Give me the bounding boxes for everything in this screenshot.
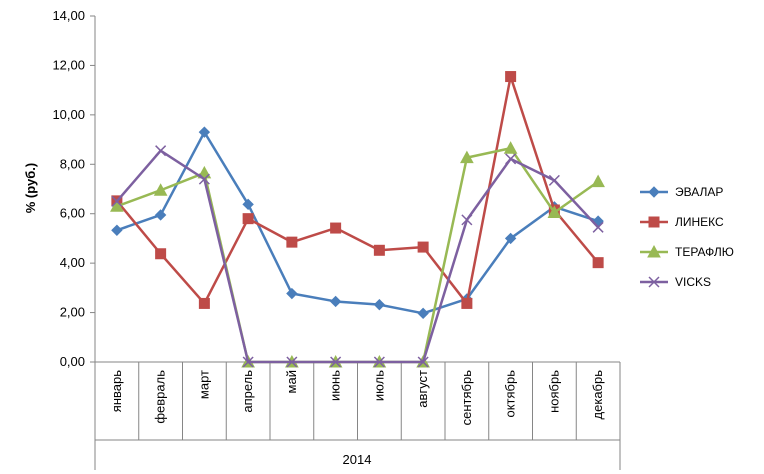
y-tick-label: 6,00 [60, 206, 85, 221]
y-tick-label: 10,00 [52, 107, 85, 122]
data-point [242, 356, 254, 368]
data-point [547, 205, 562, 218]
data-point [548, 174, 560, 186]
data-point [592, 257, 604, 269]
x-tick-label: июнь [328, 370, 343, 401]
x-tick-label: октябрь [503, 370, 518, 418]
data-point [242, 198, 254, 211]
year-group-label: 2014 [343, 452, 372, 467]
data-point [592, 221, 604, 233]
series-line [115, 75, 600, 305]
legend-label: VICKS [675, 275, 711, 289]
data-point [505, 71, 517, 83]
data-point [648, 276, 660, 288]
data-point [111, 195, 123, 207]
x-tick-label: февраль [153, 370, 168, 424]
data-point [647, 244, 661, 258]
y-axis-title: % (руб.) [23, 163, 38, 213]
y-tick-label: 8,00 [60, 156, 85, 171]
series-ЭВАЛАР [111, 126, 604, 320]
series-line [116, 130, 599, 315]
data-point [110, 199, 124, 212]
series-ТЕРАФЛЮ [110, 141, 605, 368]
data-point [330, 356, 342, 368]
data-point [504, 232, 517, 245]
data-point [503, 141, 518, 154]
data-point [648, 186, 660, 198]
legend-label: ТЕРАФЛЮ [675, 245, 734, 259]
data-point [154, 209, 167, 221]
data-point [198, 297, 210, 309]
x-tick-label: июль [371, 370, 386, 401]
data-point [373, 244, 385, 256]
series-ЛИНЕКС [111, 71, 604, 309]
data-point [111, 224, 123, 236]
x-axis: январь февраль март апрель май июнь июль август… [94, 361, 621, 470]
legend-item: VICKS [640, 275, 711, 289]
y-tick-label: 12,00 [52, 57, 85, 72]
data-point [373, 298, 386, 311]
x-tick-label: апрель [240, 370, 255, 413]
data-point [461, 297, 473, 309]
data-point [330, 222, 342, 234]
data-point [461, 214, 473, 226]
x-tick-label: март [196, 370, 211, 399]
data-point [417, 307, 429, 320]
data-point [155, 248, 167, 260]
x-tick-label: декабрь [590, 370, 605, 420]
legend: ЭВАЛАР ЛИНЕКС ТЕРАФЛЮ VICKS [640, 185, 734, 289]
series-line [116, 146, 599, 364]
y-tick-label: 2,00 [60, 305, 85, 320]
y-tick-label: 4,00 [60, 255, 85, 270]
data-point [242, 213, 254, 225]
y-axis: 0,00 2,00 4,00 6,00 8,00 10,00 12,00 14,00 [52, 8, 96, 470]
data-point [153, 183, 168, 196]
legend-item: ТЕРАФЛЮ [640, 244, 734, 259]
y-tick-label: 14,00 [52, 8, 85, 23]
x-tick-label: ноябрь [546, 370, 561, 413]
legend-item: ЭВАЛАР [640, 185, 723, 199]
data-point [286, 356, 298, 368]
x-tick-label: май [284, 370, 299, 393]
legend-label: ЭВАЛАР [675, 185, 723, 199]
data-point [286, 236, 298, 248]
data-point [155, 145, 167, 157]
data-point [460, 150, 474, 164]
data-point [373, 356, 385, 368]
data-point [417, 356, 429, 368]
data-point [198, 126, 211, 138]
x-tick-label: сентябрь [459, 370, 474, 426]
x-tick-label: август [415, 370, 430, 408]
data-point [591, 174, 605, 188]
data-point [286, 287, 298, 300]
data-point [505, 153, 517, 165]
legend-item: ЛИНЕКС [640, 215, 724, 229]
data-point [417, 241, 429, 253]
y-tick-label: 0,00 [60, 354, 85, 369]
legend-label: ЛИНЕКС [675, 215, 724, 229]
series-VICKS [111, 145, 604, 368]
data-point [198, 173, 210, 185]
series-line [115, 149, 600, 364]
data-point [329, 295, 342, 308]
series-layer [110, 71, 605, 368]
data-point [648, 216, 660, 228]
x-tick-label: январь [109, 370, 124, 412]
